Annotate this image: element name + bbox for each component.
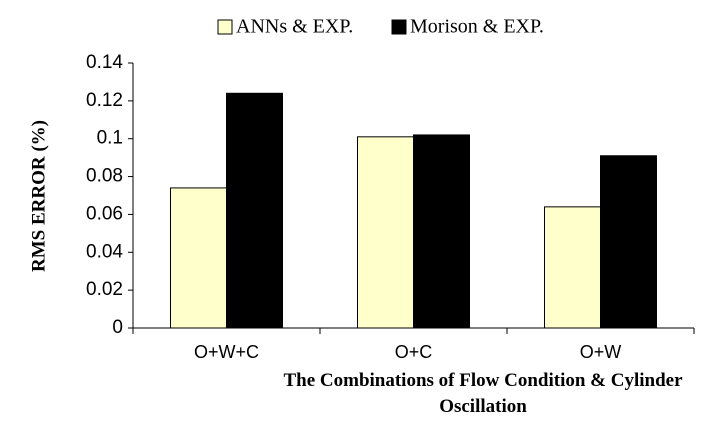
- y-tick-label: 0.02: [86, 279, 123, 300]
- y-tick-label: 0: [112, 317, 123, 338]
- legend-label: ANNs & EXP.: [236, 16, 353, 38]
- bar: [600, 155, 657, 329]
- y-tick-label: 0.08: [86, 166, 123, 187]
- y-tick-label: 0.1: [97, 128, 123, 149]
- x-axis-label: The Combinations of Flow Condition & Cyl…: [283, 370, 683, 417]
- bar: [170, 187, 227, 329]
- legend-swatch: [391, 19, 407, 35]
- x-tick-label: O+C: [395, 342, 433, 362]
- y-tick-label: 0.14: [86, 52, 123, 73]
- y-tick-label: 0.12: [86, 90, 123, 111]
- y-tick-label: 0.04: [86, 241, 123, 262]
- bar: [357, 136, 414, 329]
- bar: [226, 92, 283, 329]
- y-axis-label: RMS ERROR (%): [28, 120, 49, 272]
- legend-swatch: [217, 19, 233, 35]
- x-tick-label: O+W: [580, 342, 622, 362]
- bar: [413, 134, 470, 329]
- x-tick-label: O+W+C: [194, 342, 259, 362]
- legend-label: Morison & EXP.: [410, 16, 544, 38]
- y-tick-label: 0.06: [86, 203, 123, 224]
- bar: [544, 206, 601, 329]
